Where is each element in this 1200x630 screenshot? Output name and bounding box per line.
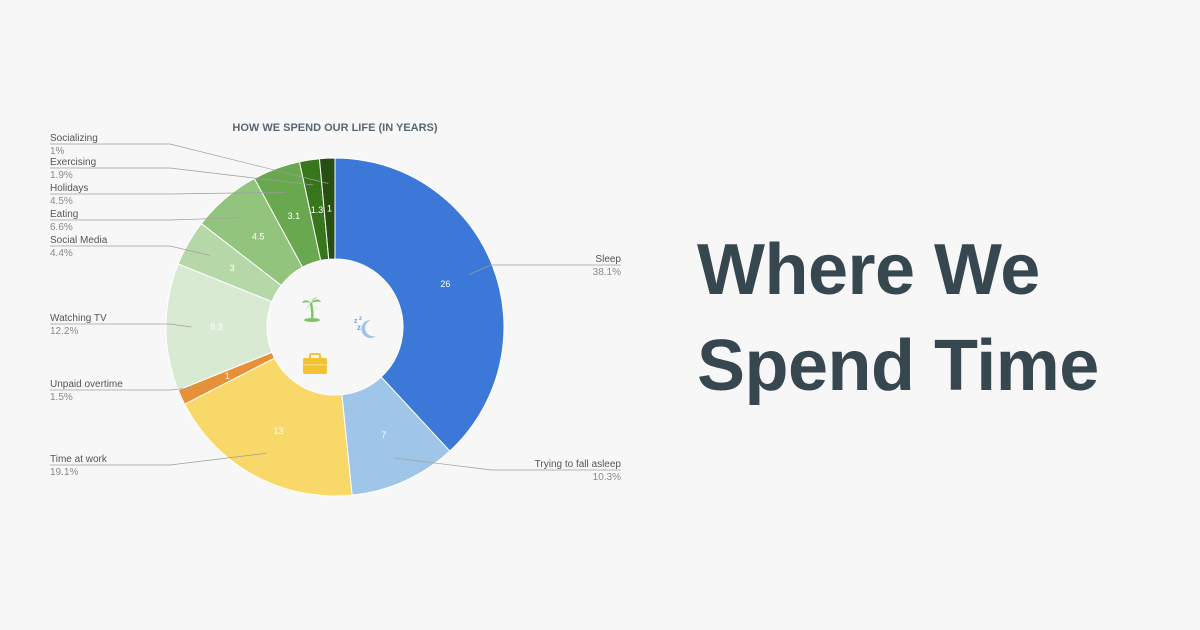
slice-value-eating: 4.5 — [252, 232, 265, 242]
legend-percent-exercising: 1.9% — [50, 170, 73, 181]
legend-label-trying-to-fall-asleep: Trying to fall asleep — [535, 459, 622, 470]
leader-line-sleep — [468, 264, 621, 275]
slice-value-socializing: 1 — [327, 204, 332, 214]
leader-line-socializing — [50, 143, 329, 184]
legend-percent-sleep: 38.1% — [593, 267, 621, 278]
headline-line-2: Spend Time — [697, 326, 1099, 406]
leader-line-exercising — [50, 167, 314, 186]
legend-label-time-at-work: Time at work — [50, 454, 108, 465]
sleep-moon-icon: z z z — [354, 316, 376, 338]
headline: Where We Spend Time — [697, 222, 1099, 414]
slice-value-time-at-work: 13 — [273, 426, 283, 436]
legend-label-unpaid-overtime: Unpaid overtime — [50, 379, 123, 390]
leader-line-eating — [50, 217, 242, 221]
legend-label-exercising: Exercising — [50, 157, 96, 168]
leader-line-time-at-work — [50, 452, 267, 466]
slice-value-exercising: 1.3 — [311, 205, 324, 215]
legend-percent-unpaid-overtime: 1.5% — [50, 392, 73, 403]
headline-line-1: Where We — [697, 230, 1040, 310]
svg-text:z: z — [354, 318, 358, 325]
leader-line-holidays — [50, 191, 286, 195]
svg-text:z: z — [357, 323, 361, 332]
legend-percent-time-at-work: 19.1% — [50, 467, 78, 478]
slice-time-at-work — [183, 357, 353, 497]
legend-label-watching-tv: Watching TV — [50, 313, 107, 324]
legend-percent-holidays: 4.5% — [50, 196, 73, 207]
legend-label-sleep: Sleep — [595, 254, 621, 265]
palm-tree-icon — [302, 297, 321, 322]
leader-line-social-media — [50, 245, 211, 256]
leader-line-watching-tv — [50, 323, 192, 328]
slice-value-trying-to-fall-asleep: 7 — [381, 430, 386, 440]
chart-title: HOW WE SPEND OUR LIFE (IN YEARS) — [232, 122, 437, 134]
slice-socializing — [318, 157, 336, 260]
legend-label-social-media: Social Media — [50, 235, 108, 246]
slice-value-sleep: 26 — [440, 279, 450, 289]
legend-label-eating: Eating — [50, 209, 78, 220]
legend-percent-social-media: 4.4% — [50, 248, 73, 259]
slice-sleep — [334, 157, 505, 452]
svg-text:z: z — [359, 316, 362, 322]
legend-label-holidays: Holidays — [50, 183, 88, 194]
donut-chart: HOW WE SPEND OUR LIFE (IN YEARS) Sleep38… — [50, 122, 622, 497]
slice-value-social-media: 3 — [230, 263, 235, 273]
slice-value-holidays: 3.1 — [288, 211, 301, 221]
legend-label-socializing: Socializing — [50, 133, 98, 144]
leader-line-trying-to-fall-asleep — [394, 457, 621, 471]
legend-percent-socializing: 1% — [50, 146, 65, 157]
slice-value-unpaid-overtime: 1 — [225, 371, 230, 381]
legend-percent-eating: 6.6% — [50, 222, 73, 233]
legend-percent-watching-tv: 12.2% — [50, 326, 78, 337]
leader-line-unpaid-overtime — [50, 386, 205, 391]
briefcase-icon — [303, 353, 327, 374]
legend-percent-trying-to-fall-asleep: 10.3% — [593, 472, 621, 483]
slice-value-watching-tv: 8.3 — [210, 322, 223, 332]
